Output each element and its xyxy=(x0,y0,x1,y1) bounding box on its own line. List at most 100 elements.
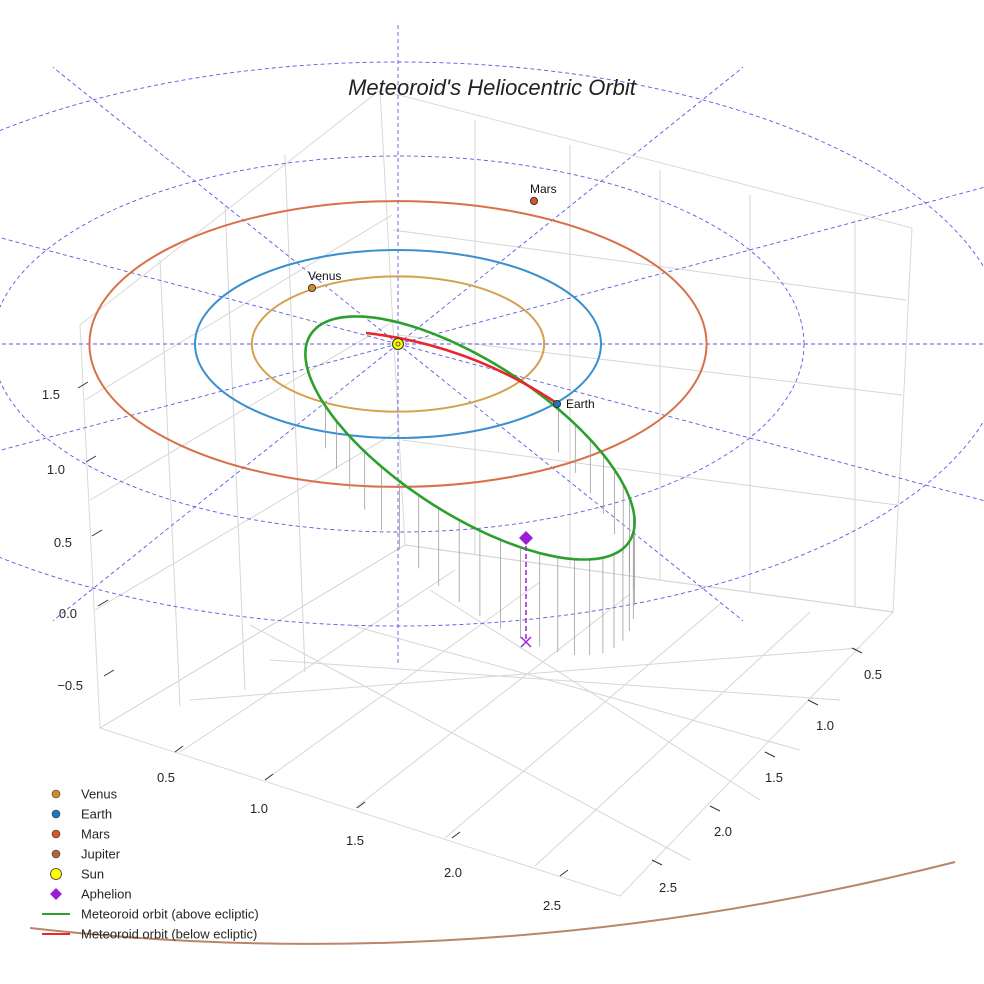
legend-swatch-jupiter xyxy=(51,849,61,859)
grid-line xyxy=(401,439,898,506)
meteoroid-orbit-below xyxy=(365,331,559,406)
grid-line xyxy=(429,589,761,801)
grid-line xyxy=(392,229,907,301)
axis-panes xyxy=(79,89,913,897)
y-tick-label: 2.5 xyxy=(659,880,677,895)
z-tick-mark xyxy=(85,455,97,463)
legend: Venus Earth Mars Jupiter Sun Aphelion Meteoroi… xyxy=(42,787,259,942)
y-tick-mark xyxy=(651,859,663,866)
earth-label: Earth xyxy=(566,397,595,411)
meteoroid-orbit xyxy=(304,315,636,640)
x-tick-mark xyxy=(356,801,366,809)
x-tick-mark xyxy=(174,745,184,753)
legend-label-meteoroid-orbit-below-ecliptic: Meteoroid orbit (below ecliptic) xyxy=(81,927,257,942)
grid-line xyxy=(249,624,691,861)
x-tick-mark xyxy=(559,869,569,877)
mars-orbit xyxy=(88,200,708,488)
floor-edge xyxy=(99,544,895,897)
x-tick-label: 2.5 xyxy=(543,898,561,913)
venus-marker xyxy=(307,283,316,292)
grid-line xyxy=(444,603,721,839)
x-tick-label: 1.5 xyxy=(346,833,364,848)
chart-title: Meteoroid's Heliocentric Orbit xyxy=(348,75,637,100)
reference-radial xyxy=(397,343,984,502)
venus-label: Venus xyxy=(308,269,341,283)
sun-marker xyxy=(392,338,404,350)
grid-line xyxy=(269,659,841,701)
grid-line xyxy=(264,581,541,781)
right-pane-edge xyxy=(379,89,913,613)
venus-orbit xyxy=(250,275,546,413)
grid-line xyxy=(404,544,894,613)
legend-label-meteoroid-orbit-above-ecliptic: Meteoroid orbit (above ecliptic) xyxy=(81,907,259,922)
z-tick-label: −0.5 xyxy=(57,678,83,693)
z-tick-label: 0.0 xyxy=(59,606,77,621)
mars-marker xyxy=(530,196,539,205)
y-tick-mark xyxy=(709,805,721,812)
grid-line xyxy=(89,319,397,501)
legend-swatch-sun xyxy=(50,868,62,880)
grid-line xyxy=(159,259,181,707)
reference-radial xyxy=(397,186,984,345)
reference-radial xyxy=(397,66,744,345)
z-tick-label: 1.0 xyxy=(47,462,65,477)
planet-orbits xyxy=(29,200,956,945)
legend-swatch-earth xyxy=(51,809,61,819)
y-tick-mark xyxy=(851,647,863,654)
y-tick-label: 1.5 xyxy=(765,770,783,785)
grid-line xyxy=(99,544,406,729)
earth-marker xyxy=(553,399,562,408)
legend-label-earth: Earth xyxy=(81,807,112,822)
legend-swatch-venus xyxy=(51,789,61,799)
sun-center-mark xyxy=(395,341,401,347)
legend-label-sun: Sun xyxy=(81,867,104,882)
left-pane-edge xyxy=(79,89,406,729)
meteoroid-orbit-above xyxy=(304,315,636,561)
x-tick-mark xyxy=(451,831,461,839)
legend-label-aphelion: Aphelion xyxy=(81,887,132,902)
legend-swatch-mars xyxy=(51,829,61,839)
z-tick-mark xyxy=(77,381,89,389)
markers: Venus Earth Mars xyxy=(307,182,595,648)
z-tick-label: 1.5 xyxy=(42,387,60,402)
grid-line xyxy=(397,334,903,396)
z-tick-label: 0.5 xyxy=(54,535,72,550)
grid-line xyxy=(534,611,811,867)
mars-label: Mars xyxy=(530,182,557,196)
y-tick-label: 1.0 xyxy=(816,718,834,733)
reference-radial xyxy=(52,343,399,622)
grid-line xyxy=(349,624,801,751)
grid-line xyxy=(84,214,393,401)
z-tick-mark xyxy=(103,669,115,677)
z-tick-mark xyxy=(91,529,103,537)
jupiter-orbit xyxy=(29,861,956,945)
axis-ticks: 1.5 1.0 0.5 0.0 −0.5 0.5 1.0 1.5 2.0 2.5 0.5 1.0 1.5… xyxy=(42,381,882,913)
legend-label-jupiter: Jupiter xyxy=(81,847,121,862)
aphelion-marker xyxy=(519,531,533,545)
y-tick-label: 2.0 xyxy=(714,824,732,839)
reference-radial xyxy=(397,343,744,622)
x-tick-label: 0.5 xyxy=(157,770,175,785)
y-tick-label: 0.5 xyxy=(864,667,882,682)
legend-label-venus: Venus xyxy=(81,787,118,802)
reference-grid xyxy=(0,24,984,664)
x-tick-label: 2.0 xyxy=(444,865,462,880)
y-tick-mark xyxy=(764,751,776,758)
z-tick-mark xyxy=(97,599,109,607)
earth-orbit xyxy=(194,249,602,439)
reference-radial xyxy=(0,343,399,451)
grid-line xyxy=(94,429,401,611)
aphelion-projection-marker xyxy=(520,636,532,648)
reference-radial xyxy=(52,66,399,345)
grid-lines xyxy=(84,120,907,867)
legend-swatch-aphelion xyxy=(50,888,62,900)
grid-line xyxy=(224,204,246,691)
x-tick-label: 1.0 xyxy=(250,801,268,816)
grid-line xyxy=(354,593,631,809)
reference-radial xyxy=(0,237,399,345)
grid-line xyxy=(284,154,306,673)
legend-label-mars: Mars xyxy=(81,827,110,842)
x-tick-mark xyxy=(264,773,274,781)
y-tick-mark xyxy=(807,699,819,706)
